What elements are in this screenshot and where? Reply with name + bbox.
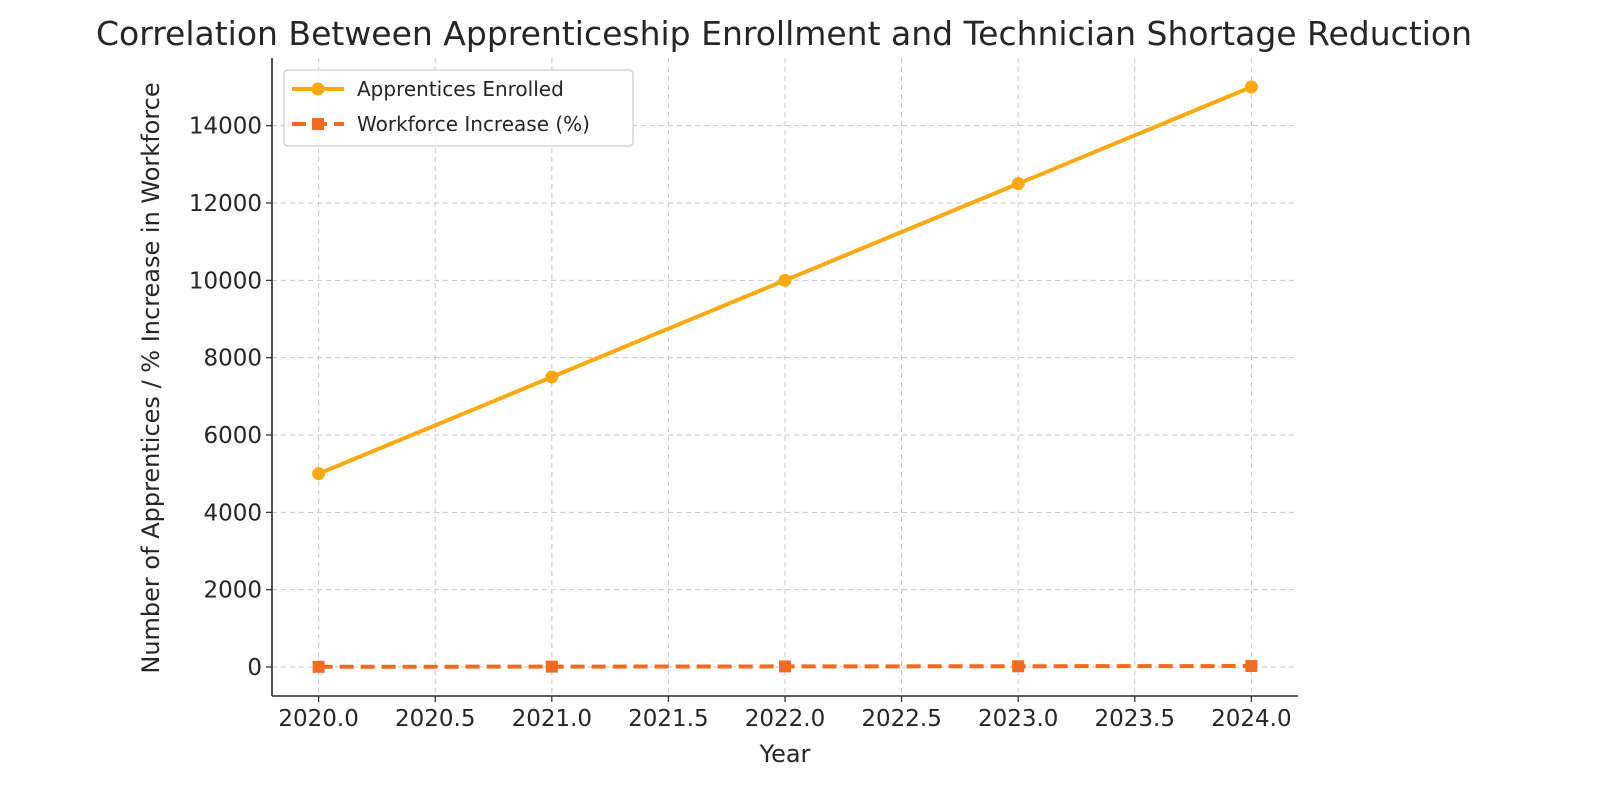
data-point-square [545, 660, 558, 673]
legend-box [283, 69, 634, 147]
series-2 [312, 660, 1258, 673]
x-tick-label: 2020.0 [278, 706, 358, 732]
data-point-square [1012, 660, 1025, 673]
legend-entry: Workforce Increase (%) [292, 112, 590, 136]
data-point-circle [545, 370, 559, 384]
y-tick-label: 12000 [189, 191, 262, 217]
y-tick-label: 0 [247, 655, 262, 681]
legend: Apprentices Enrolled Workforce Increase (… [283, 69, 634, 147]
data-point-square [312, 660, 325, 673]
x-tick-label: 2021.5 [628, 706, 708, 732]
x-tick-label: 2023.0 [978, 706, 1058, 732]
axes: 2020.0 2020.5 2021.0 2021.5 2022.0 2022.5 2023… [189, 58, 1298, 732]
legend-entry: Apprentices Enrolled [292, 77, 564, 101]
chart-title: Correlation Between Apprenticeship Enrol… [96, 14, 1472, 53]
x-axis-label: Year [759, 740, 811, 768]
x-tick-label: 2022.0 [745, 706, 825, 732]
x-tick-label: 2023.5 [1095, 706, 1175, 732]
y-tick-label: 10000 [189, 268, 262, 294]
legend-label: Apprentices Enrolled [357, 77, 564, 101]
x-tick-label: 2020.5 [395, 706, 475, 732]
legend-marker-square [312, 118, 324, 130]
y-tick-label: 14000 [189, 114, 262, 140]
data-point-square [779, 660, 791, 673]
x-tick-label: 2021.0 [512, 706, 592, 732]
data-point-circle [1244, 80, 1258, 94]
x-tick-label: 2022.5 [861, 706, 941, 732]
data-point-circle [778, 273, 792, 287]
y-tick-label: 4000 [203, 500, 262, 526]
grid [272, 58, 1298, 696]
y-tick-label: 8000 [203, 346, 262, 372]
series-1 [312, 80, 1258, 481]
y-axis-label: Number of Apprentices / % Increase in Wo… [137, 82, 165, 673]
y-tick-label: 6000 [203, 423, 262, 449]
data-point-circle [312, 467, 326, 481]
legend-marker-circle [311, 82, 325, 96]
data-point-circle [1011, 177, 1025, 191]
data-point-square [1245, 660, 1258, 673]
y-tick-label: 2000 [203, 578, 262, 604]
series-layer [312, 80, 1258, 673]
x-tick-label: 2024.0 [1211, 706, 1291, 732]
legend-label: Workforce Increase (%) [357, 112, 590, 136]
